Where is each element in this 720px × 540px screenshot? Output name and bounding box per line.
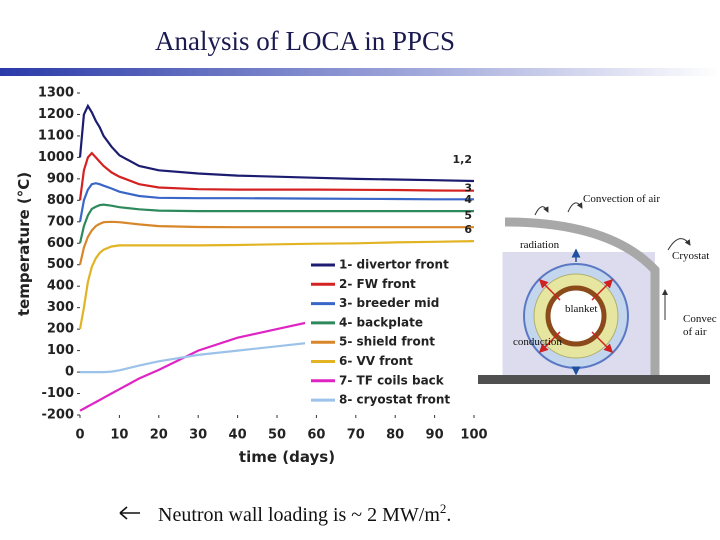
series-line [78, 240, 475, 330]
series-line [78, 182, 474, 222]
y-tick-label: 0 [65, 365, 74, 380]
x-tick-label: 0 [75, 428, 84, 443]
y-tick-label: 500 [47, 257, 74, 272]
bullet: Neutron wall loading is ~ 2 MW/m2. [158, 501, 451, 526]
diagram: Convection of air radiation Cryostat bla… [476, 193, 717, 384]
diagram-label: Convection of air [583, 193, 660, 205]
end-label: 6 [464, 223, 472, 236]
series-line [78, 220, 474, 265]
end-label: 4 [464, 193, 472, 206]
y-tick-label: 300 [47, 300, 74, 315]
convection-arrow [567, 202, 583, 213]
diagram-label: Cryostat [672, 250, 709, 262]
diagram-label: Convec [683, 313, 717, 325]
arrow [591, 278, 614, 301]
arrow [538, 278, 561, 301]
x-tick-label: 30 [189, 428, 207, 443]
end-label: 1,2 [453, 153, 473, 166]
legend-label: 2- FW front [339, 277, 416, 291]
legend-label: 7- TF coils back [339, 373, 445, 387]
series-line [78, 203, 474, 244]
diagram-label: radiation [520, 239, 560, 251]
convection-arrow [667, 238, 691, 251]
x-tick-label: 80 [386, 428, 404, 443]
cryostat-wall [504, 217, 660, 376]
x-tick-label: 50 [268, 428, 286, 443]
y-axis-title: temperature (°C) [15, 172, 33, 316]
y-tick-label: 1100 [38, 128, 74, 143]
legend-label: 4- backplate [339, 315, 423, 329]
x-tick-label: 60 [307, 428, 325, 443]
y-tick-label: 700 [47, 214, 74, 229]
bullet-arrow [119, 506, 140, 520]
x-tick-label: 70 [347, 428, 365, 443]
x-tick-label: 40 [229, 428, 247, 443]
x-tick-label: 90 [426, 428, 444, 443]
y-tick-label: 200 [47, 322, 74, 337]
end-label: 3 [464, 181, 472, 194]
y-tick-label: 600 [47, 236, 74, 251]
floor [476, 375, 710, 384]
slide-title: Analysis of LOCA in PPCS [155, 26, 455, 56]
arrow [591, 331, 614, 354]
legend-label: 6- VV front [339, 354, 413, 368]
legend-box [305, 253, 478, 410]
legend-label: 5- shield front [339, 335, 435, 349]
y-tick-label: 1200 [38, 107, 74, 122]
y-tick-label: 1000 [38, 150, 74, 165]
title-bar [0, 68, 720, 76]
diagram-label: conduction [513, 336, 562, 348]
bullet-sup: 2 [440, 501, 447, 516]
bullet-text: Neutron wall loading is ~ 2 MW/m [158, 504, 440, 526]
y-tick-label: 900 [47, 171, 74, 186]
diagram-label: of air [683, 326, 707, 338]
diagram-label: blanket [565, 303, 597, 315]
arrow [538, 331, 561, 354]
legend-label: 8- cryostat front [339, 393, 450, 407]
x-tick-label: 10 [110, 428, 128, 443]
x-tick-label: 20 [150, 428, 168, 443]
x-tick-label: 100 [460, 428, 487, 443]
end-label: 5 [464, 209, 472, 222]
legend-label: 1- divertor front [339, 258, 449, 272]
y-tick-label: 800 [47, 193, 74, 208]
y-tick-label: 1300 [38, 86, 74, 101]
series-line [78, 151, 475, 201]
x-axis-title: time (days) [239, 448, 335, 466]
series-line [78, 103, 475, 183]
legend-label: 3- breeder mid [339, 296, 439, 310]
chart: -200-10001002003004005006007008009001000… [15, 86, 488, 467]
y-tick-label: -100 [41, 386, 74, 401]
convection-arrow [534, 206, 549, 216]
bullet-end: . [446, 504, 451, 526]
y-tick-label: 400 [47, 279, 74, 294]
fw-ring [545, 285, 607, 347]
y-tick-label: 100 [47, 343, 74, 358]
y-tick-label: -200 [41, 408, 74, 423]
